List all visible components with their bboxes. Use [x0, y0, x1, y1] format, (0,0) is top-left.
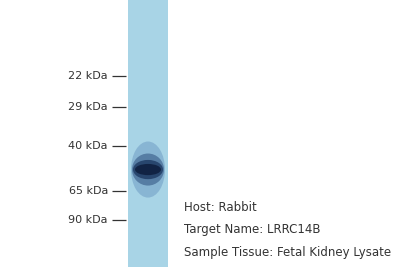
Text: 22 kDa: 22 kDa [68, 71, 108, 81]
Ellipse shape [133, 160, 163, 179]
Text: 65 kDa: 65 kDa [69, 186, 108, 196]
Text: Host: Rabbit: Host: Rabbit [184, 201, 257, 214]
Text: 40 kDa: 40 kDa [68, 140, 108, 151]
Bar [128, 0, 168, 267]
Text: Target Name: LRRC14B: Target Name: LRRC14B [184, 223, 320, 236]
Ellipse shape [135, 164, 161, 175]
Text: 90 kDa: 90 kDa [68, 215, 108, 225]
Text: Sample Tissue: Fetal Kidney Lysate: Sample Tissue: Fetal Kidney Lysate [184, 246, 391, 259]
Text: 29 kDa: 29 kDa [68, 102, 108, 112]
Ellipse shape [131, 142, 165, 198]
Ellipse shape [132, 154, 164, 186]
